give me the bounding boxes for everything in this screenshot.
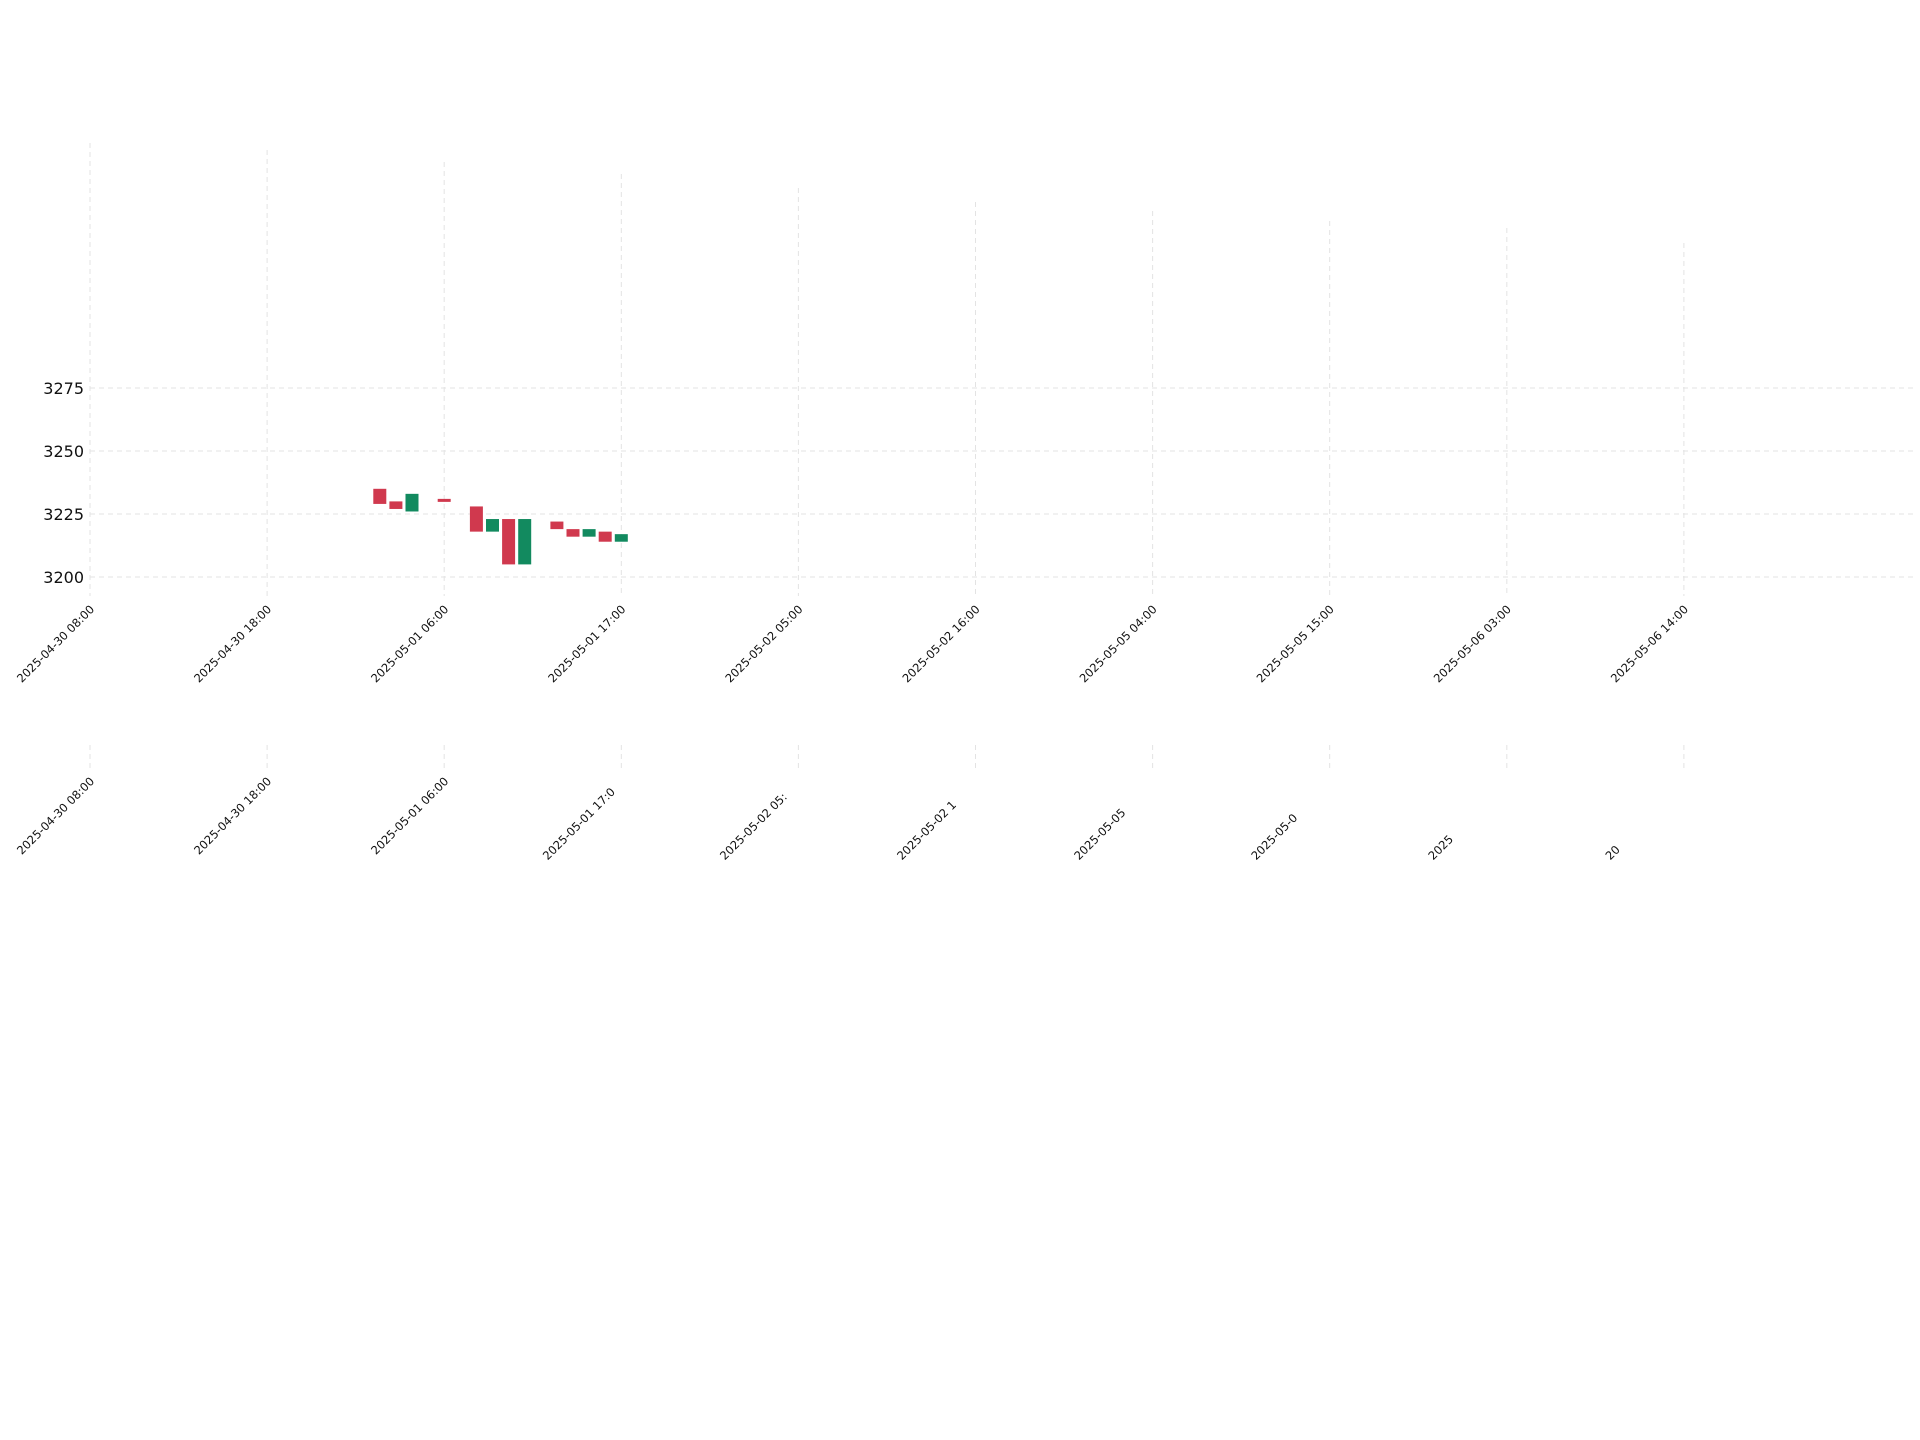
candle-up bbox=[486, 519, 499, 532]
candle-down bbox=[566, 529, 580, 537]
lower-x-tick-label: 20 bbox=[1602, 842, 1622, 862]
lower-x-tick-label: 2025-05-01 06:00 bbox=[368, 774, 451, 857]
lower-x-tick-label: 2025-05-05 bbox=[1071, 806, 1128, 863]
lower-x-tick-label: 2025-05-02 05: bbox=[717, 790, 790, 863]
lower-x-tick-label: 2025-04-30 08:00 bbox=[14, 774, 97, 857]
x-tick-label: 2025-05-06 14:00 bbox=[1608, 602, 1691, 685]
candle-up bbox=[518, 519, 532, 565]
x-tick-label: 2025-05-01 17:00 bbox=[545, 602, 628, 685]
x-tick-label: 2025-05-05 15:00 bbox=[1254, 602, 1337, 685]
candle-down bbox=[550, 521, 564, 530]
candle-down bbox=[389, 501, 403, 509]
x-tick-label: 2025-04-30 18:00 bbox=[191, 602, 274, 685]
lower-x-tick-label: 2025-05-02 1 bbox=[894, 798, 959, 863]
y-tick-label: 3225 bbox=[43, 505, 84, 524]
x-tick-label: 2025-05-02 05:00 bbox=[722, 602, 805, 685]
candle-down bbox=[502, 519, 516, 565]
candle-up bbox=[582, 529, 596, 537]
lower-x-tick-label: 2025-04-30 18:00 bbox=[191, 774, 274, 857]
candle-down bbox=[469, 506, 483, 532]
y-tick-label: 3250 bbox=[43, 442, 84, 461]
candle-down bbox=[437, 498, 451, 502]
y-axis-ticks: 3200 3225 3250 3275 bbox=[43, 379, 84, 587]
candle-down bbox=[373, 488, 387, 504]
x-tick-label: 2025-04-30 08:00 bbox=[14, 602, 97, 685]
x-axis-ticks: 2025-04-30 08:00 2025-04-30 18:00 2025-05-… bbox=[14, 602, 1691, 685]
grid-lines bbox=[89, 143, 1915, 768]
lower-panel-x-axis-ticks: 2025-04-30 08:00 2025-04-30 18:00 2025-05-… bbox=[14, 774, 1623, 863]
candles bbox=[373, 488, 628, 565]
x-tick-label: 2025-05-06 03:00 bbox=[1431, 602, 1514, 685]
y-tick-label: 3200 bbox=[43, 568, 84, 587]
x-tick-label: 2025-05-01 06:00 bbox=[368, 602, 451, 685]
lower-x-tick-label: 2025-05-01 17:0 bbox=[540, 785, 618, 863]
lower-x-tick-label: 2025 bbox=[1425, 832, 1456, 863]
candle-down bbox=[598, 531, 612, 542]
lower-x-tick-label: 2025-05-0 bbox=[1248, 811, 1300, 863]
candle-up bbox=[405, 493, 419, 512]
candle-up bbox=[614, 534, 628, 542]
y-tick-label: 3275 bbox=[43, 379, 84, 398]
x-tick-label: 2025-05-02 16:00 bbox=[899, 602, 982, 685]
x-tick-label: 2025-05-05 04:00 bbox=[1077, 602, 1160, 685]
